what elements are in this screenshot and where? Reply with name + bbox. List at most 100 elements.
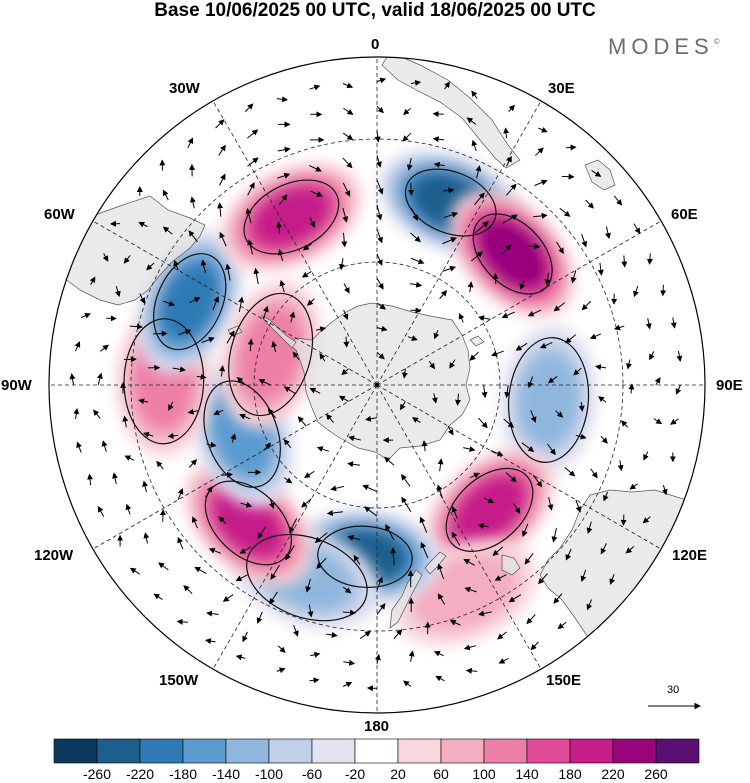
wind-vector — [297, 416, 307, 427]
wind-vector — [208, 547, 222, 554]
wind-vector — [239, 413, 251, 420]
wind-vector — [289, 311, 296, 323]
wind-vector — [483, 497, 495, 504]
wind-vector — [471, 90, 478, 99]
wind-vector — [353, 554, 361, 565]
wind-vector — [316, 557, 327, 570]
wind-vector — [309, 84, 321, 91]
wind-vector — [575, 433, 587, 440]
wind-vector — [625, 546, 635, 554]
wind-vector — [439, 289, 448, 300]
wind-vector — [219, 231, 227, 247]
wind-vector — [271, 340, 278, 353]
wind-vector — [162, 226, 173, 235]
anomaly-band — [479, 219, 547, 289]
wind-vector — [307, 298, 315, 306]
wind-vector — [454, 393, 461, 406]
wind-vector — [158, 562, 169, 571]
wind-vector — [478, 417, 488, 429]
wind-vector — [401, 368, 408, 379]
copyright-mark: © — [713, 37, 720, 46]
wind-vector — [342, 586, 352, 594]
wind-vector — [534, 179, 548, 186]
wind-vector — [191, 516, 198, 529]
wind-vector — [220, 471, 234, 478]
wind-vector — [614, 324, 625, 331]
colorbar-tick-label: 220 — [601, 766, 625, 782]
wind-vector — [277, 172, 291, 179]
wind-vector — [633, 223, 641, 235]
wind-vector — [581, 234, 588, 248]
wind-vector — [505, 472, 517, 483]
wind-vector — [257, 526, 266, 539]
wind-vector — [586, 521, 593, 534]
wind-vector — [212, 296, 220, 311]
wind-vector — [555, 410, 564, 418]
wind-vector — [376, 576, 383, 591]
wind-vector — [235, 574, 248, 582]
wind-vector — [590, 468, 598, 479]
tasmania — [501, 554, 521, 576]
meridian-line — [376, 384, 662, 550]
wind-vector — [279, 279, 286, 293]
wind-vector — [437, 593, 446, 605]
wind-vector — [526, 614, 536, 625]
wind-vector — [474, 192, 485, 206]
kerguelen — [469, 335, 485, 347]
wind-vector — [138, 221, 148, 228]
wind-vector — [376, 325, 388, 332]
wind-vector — [213, 409, 224, 416]
wind-vector — [436, 484, 444, 499]
colorbar-tick-label: -180 — [168, 766, 198, 782]
colorbar-tick-label: 260 — [644, 766, 668, 782]
wind-vector — [215, 119, 225, 129]
meridian-line — [376, 220, 662, 386]
wind-vector — [508, 594, 522, 603]
wind-vector — [458, 312, 465, 323]
wind-vector — [506, 155, 512, 167]
wind-vector — [262, 305, 269, 320]
wind-vector — [307, 604, 314, 618]
wind-vector — [218, 144, 226, 156]
new-zealand-north — [424, 551, 447, 575]
wind-vector — [598, 396, 607, 403]
wind-vector — [125, 503, 132, 515]
wind-vector — [319, 353, 326, 362]
wind-vector — [565, 548, 572, 561]
map-border — [48, 56, 706, 714]
wind-vector — [376, 229, 383, 244]
wind-vector — [292, 351, 300, 360]
colorbar-swatch — [483, 738, 528, 764]
wind-vector — [204, 638, 216, 645]
wind-vector — [676, 350, 683, 362]
wind-vector — [503, 127, 510, 139]
wind-vector — [245, 103, 254, 112]
wind-vector — [347, 535, 361, 541]
wind-vector — [258, 379, 271, 386]
wind-vector — [309, 677, 320, 684]
anomaly-contour — [153, 253, 227, 351]
wind-vector — [409, 281, 423, 288]
anomaly-band — [516, 351, 581, 449]
wind-vector — [187, 137, 194, 149]
wind-vector — [464, 586, 477, 593]
wind-vector — [156, 460, 164, 470]
wind-vector — [478, 315, 491, 322]
wind-vector — [504, 384, 511, 399]
wind-vector — [660, 284, 667, 297]
wind-vector — [410, 79, 422, 86]
wind-vector — [515, 342, 528, 351]
modes-logo: MODES© — [608, 34, 720, 60]
wind-vector — [343, 659, 356, 666]
wind-vector — [342, 82, 354, 89]
wind-vector — [247, 338, 254, 352]
wind-vector — [310, 190, 323, 197]
wind-vector — [532, 474, 543, 488]
wind-vector — [342, 157, 353, 169]
wind-vector — [325, 413, 334, 423]
wind-vector — [302, 243, 312, 251]
wind-vector — [643, 451, 649, 461]
colorbar-swatch — [182, 738, 227, 764]
anomaly-contour — [317, 525, 413, 588]
wind-vector — [343, 107, 354, 115]
